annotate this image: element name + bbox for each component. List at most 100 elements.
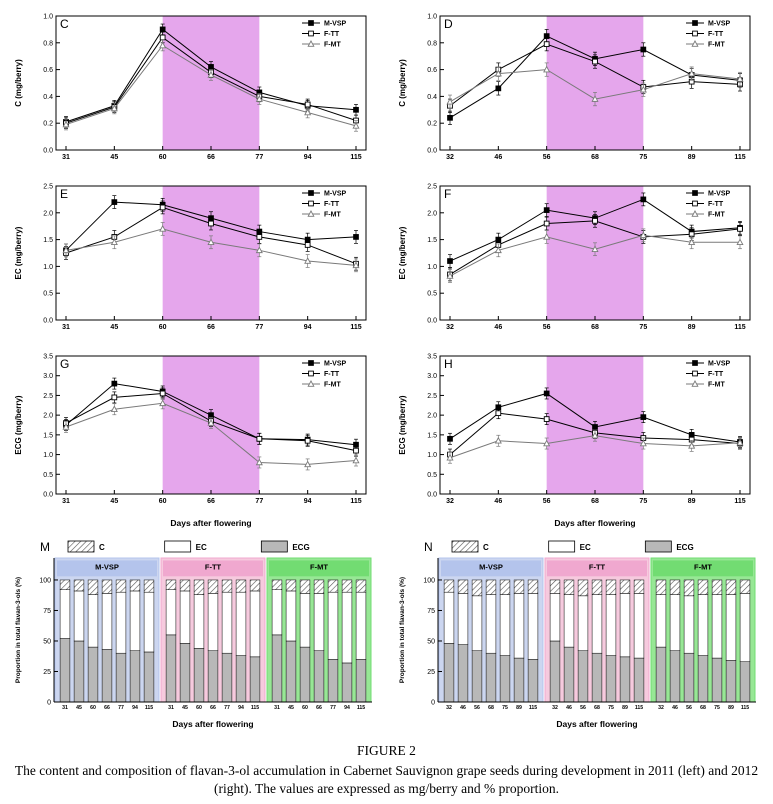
svg-text:75: 75 — [502, 705, 508, 711]
svg-text:0.0: 0.0 — [427, 318, 437, 325]
svg-text:0.0: 0.0 — [43, 492, 53, 499]
svg-text:89: 89 — [516, 705, 522, 711]
svg-text:0.8: 0.8 — [43, 40, 53, 47]
svg-text:60: 60 — [196, 705, 202, 711]
svg-text:115: 115 — [740, 705, 748, 711]
svg-text:56: 56 — [474, 705, 480, 711]
svg-text:0.5: 0.5 — [43, 291, 53, 298]
svg-text:50: 50 — [427, 638, 435, 645]
svg-text:F-TT: F-TT — [204, 562, 221, 571]
svg-text:31: 31 — [62, 324, 70, 331]
svg-text:0.4: 0.4 — [43, 94, 53, 101]
svg-text:115: 115 — [350, 154, 361, 161]
svg-text:3.5: 3.5 — [43, 354, 53, 361]
svg-text:M-VSP: M-VSP — [708, 21, 731, 28]
svg-text:115: 115 — [144, 705, 152, 711]
svg-text:45: 45 — [288, 705, 294, 711]
svg-text:66: 66 — [207, 154, 215, 161]
line-chart-svg-D: 0.0 0.2 0.4 0.6 0.8 1.0 32 46 56 68 75 89 115 C (mg/b… — [398, 14, 750, 161]
svg-text:F-MT: F-MT — [708, 42, 725, 49]
charts-grid: 0.0 0.2 0.4 0.6 0.8 1.0 31 45 60 66 77 94 115 C (mg/b… — [10, 6, 764, 729]
svg-text:45: 45 — [110, 498, 118, 505]
svg-text:F-MT: F-MT — [324, 42, 341, 49]
svg-text:75: 75 — [639, 498, 647, 505]
svg-text:68: 68 — [591, 498, 599, 505]
svg-text:C (mg/berry): C (mg/berry) — [14, 59, 23, 107]
svg-text:0.0: 0.0 — [43, 148, 53, 155]
svg-text:0.6: 0.6 — [427, 67, 437, 74]
svg-text:89: 89 — [687, 498, 695, 505]
svg-text:F-MT: F-MT — [708, 382, 725, 389]
svg-text:115: 115 — [350, 324, 361, 331]
svg-text:Days after flowering: Days after flowering — [172, 719, 253, 729]
svg-text:45: 45 — [182, 705, 188, 711]
svg-text:66: 66 — [316, 705, 322, 711]
svg-text:66: 66 — [207, 324, 215, 331]
svg-text:F-MT: F-MT — [324, 212, 341, 219]
svg-text:0.5: 0.5 — [427, 291, 437, 298]
svg-text:32: 32 — [658, 705, 664, 711]
svg-text:0.4: 0.4 — [427, 94, 437, 101]
svg-text:115: 115 — [356, 705, 364, 711]
svg-text:77: 77 — [118, 705, 124, 711]
svg-text:66: 66 — [210, 705, 216, 711]
svg-text:50: 50 — [43, 638, 51, 645]
panel-C-line-chart: 0.0 0.2 0.4 0.6 0.8 1.0 31 45 60 66 77 94 115 C (mg/b… — [10, 6, 380, 172]
svg-text:1.5: 1.5 — [43, 432, 53, 439]
svg-text:0.2: 0.2 — [427, 121, 437, 128]
panel-D-line-chart: 0.0 0.2 0.4 0.6 0.8 1.0 32 46 56 68 75 89 115 C (mg/b… — [394, 6, 764, 172]
svg-text:0.5: 0.5 — [427, 472, 437, 479]
svg-text:2.0: 2.0 — [43, 413, 53, 420]
svg-text:32: 32 — [446, 154, 454, 161]
svg-text:75: 75 — [714, 705, 720, 711]
svg-text:3.5: 3.5 — [427, 354, 437, 361]
svg-text:32: 32 — [552, 705, 558, 711]
svg-text:94: 94 — [303, 324, 311, 331]
svg-text:31: 31 — [274, 705, 280, 711]
svg-text:EC (mg/berry): EC (mg/berry) — [398, 226, 407, 279]
line-chart-svg-H: 0.0 0.5 1.0 1.5 2.0 2.5 3.0 3.5 32 46 56 68 75 89 115 E… — [398, 354, 750, 528]
svg-text:C: C — [60, 17, 69, 31]
svg-text:94: 94 — [303, 498, 311, 505]
svg-text:0.0: 0.0 — [427, 148, 437, 155]
svg-text:45: 45 — [110, 324, 118, 331]
svg-text:46: 46 — [494, 324, 502, 331]
svg-text:115: 115 — [734, 154, 745, 161]
svg-text:F-MT: F-MT — [310, 562, 328, 571]
svg-text:115: 115 — [734, 498, 745, 505]
svg-text:2.5: 2.5 — [427, 393, 437, 400]
svg-text:89: 89 — [622, 705, 628, 711]
svg-text:E: E — [60, 187, 68, 201]
panel-E-line-chart: 0.0 0.5 1.0 1.5 2.0 2.5 31 45 60 66 77 94 115 EC (mg/… — [10, 176, 380, 342]
svg-text:0: 0 — [431, 700, 435, 707]
svg-text:60: 60 — [158, 498, 166, 505]
svg-text:ECG (mg/berry): ECG (mg/berry) — [14, 395, 23, 454]
svg-text:3.0: 3.0 — [427, 373, 437, 380]
svg-text:115: 115 — [528, 705, 536, 711]
svg-text:0: 0 — [47, 700, 51, 707]
svg-text:56: 56 — [542, 498, 550, 505]
svg-text:M-VSP: M-VSP — [95, 562, 119, 571]
svg-text:1.5: 1.5 — [427, 432, 437, 439]
svg-text:F-TT: F-TT — [324, 201, 340, 208]
svg-text:31: 31 — [62, 498, 70, 505]
svg-text:2.0: 2.0 — [427, 210, 437, 217]
panel-G-line-chart: 0.0 0.5 1.0 1.5 2.0 2.5 3.0 3.5 31 45 60 66 77 94 115 E… — [10, 346, 380, 534]
svg-text:F-TT: F-TT — [708, 31, 724, 38]
svg-text:94: 94 — [344, 705, 350, 711]
panel-H-line-chart: 0.0 0.5 1.0 1.5 2.0 2.5 3.0 3.5 32 46 56 68 75 89 115 E… — [394, 346, 764, 534]
svg-text:F-MT: F-MT — [324, 382, 341, 389]
svg-text:94: 94 — [238, 705, 244, 711]
svg-text:F-TT: F-TT — [708, 371, 724, 378]
bar-chart-svg-M: C EC ECG M M-VSP 31 45 60 66 77 94 115 F-TT 31 45 60 66 7… — [15, 540, 372, 729]
svg-text:46: 46 — [566, 705, 572, 711]
svg-text:Days after flowering: Days after flowering — [170, 518, 251, 528]
svg-text:68: 68 — [700, 705, 706, 711]
svg-text:60: 60 — [158, 154, 166, 161]
svg-text:46: 46 — [672, 705, 678, 711]
svg-text:EC (mg/berry): EC (mg/berry) — [14, 226, 23, 279]
svg-text:2.5: 2.5 — [43, 393, 53, 400]
svg-text:0.0: 0.0 — [43, 318, 53, 325]
svg-text:3.0: 3.0 — [43, 373, 53, 380]
svg-text:56: 56 — [542, 324, 550, 331]
